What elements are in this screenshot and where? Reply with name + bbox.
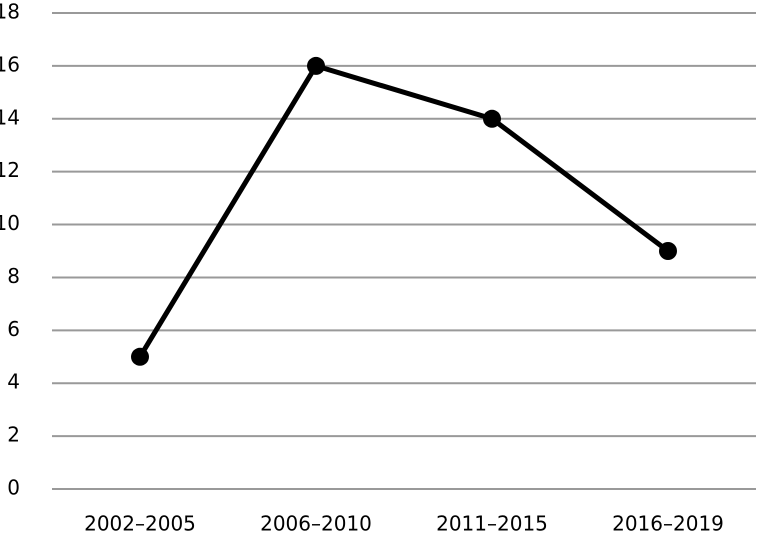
y-tick-label: 12 [0,158,20,182]
line [137,63,670,359]
y-tick-label: 18 [0,0,20,24]
x-tick-label: 2006–2010 [260,512,372,536]
x-tick-label: 2011–2015 [436,512,548,536]
marker [307,56,325,75]
y-tick-label: 8 [7,264,20,288]
y-tick-label: 10 [0,211,20,235]
y-tick-label: 0 [7,476,20,500]
x-tick-label: 2002–2005 [84,512,196,536]
y-tick-label: 2 [7,423,20,447]
marker [659,242,677,260]
y-tick-label: 6 [7,317,20,341]
marker [483,109,501,128]
y-tick-label: 14 [0,105,20,129]
y-tick-label: 16 [0,52,20,76]
x-tick-label: 2016–2019 [612,512,724,536]
marker [131,347,149,366]
y-tick-label: 4 [7,370,20,394]
